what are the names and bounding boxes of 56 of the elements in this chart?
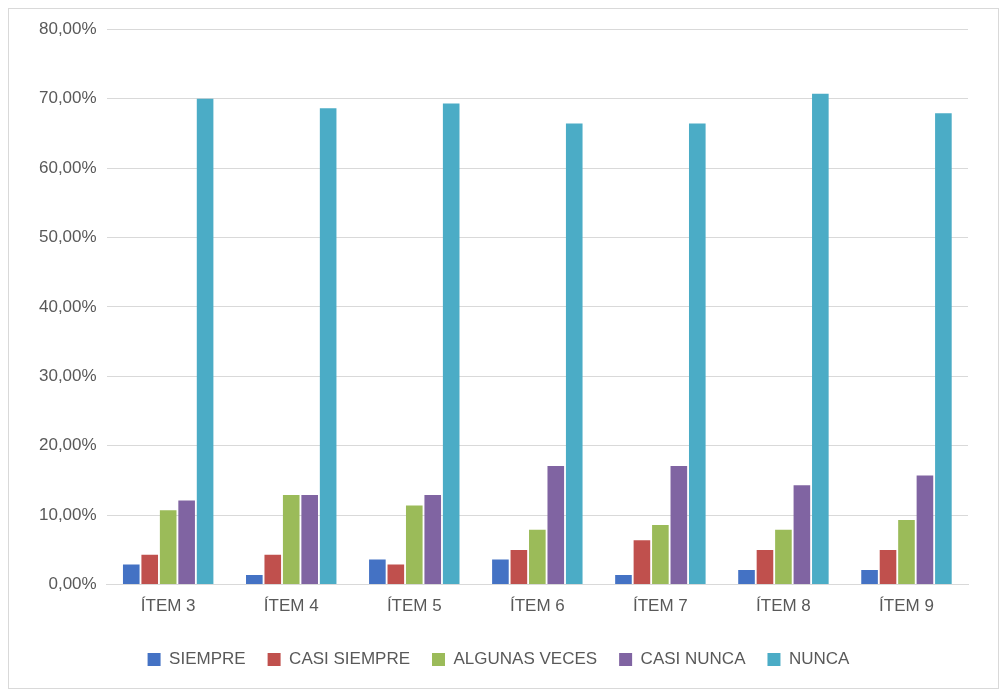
bar (756, 549, 774, 585)
bar (547, 465, 565, 585)
bar (652, 524, 669, 585)
y-tick-label: 0,00% (48, 574, 97, 594)
bar (670, 465, 688, 585)
bar (793, 485, 811, 585)
bar (633, 540, 651, 585)
bar (264, 554, 282, 585)
bar (387, 564, 405, 585)
bar (615, 574, 632, 585)
bar (510, 549, 528, 585)
bar (879, 549, 897, 585)
y-tick-label: 40,00% (38, 296, 97, 316)
bar (405, 505, 423, 585)
bar (319, 108, 337, 585)
bar (442, 103, 460, 585)
legend-label: SIEMPRE (169, 649, 246, 669)
bar (122, 564, 140, 585)
bar (529, 529, 546, 585)
bar (301, 495, 318, 585)
y-tick-label: 70,00% (38, 88, 97, 108)
legend-label: CASI SIEMPRE (289, 649, 411, 669)
bar (424, 495, 442, 585)
x-tick-label: ÍTEM 4 (263, 596, 319, 616)
bar (935, 113, 952, 585)
bar (141, 554, 159, 585)
x-tick-label: ÍTEM 3 (140, 596, 196, 616)
bar (492, 559, 509, 585)
bar (196, 98, 214, 585)
bar (738, 570, 755, 585)
bar (775, 529, 792, 585)
bar (159, 510, 177, 585)
x-tick-label: ÍTEM 8 (756, 596, 811, 616)
x-tick-label: ÍTEM 7 (632, 596, 688, 616)
x-tick-label: ÍTEM 6 (509, 596, 565, 616)
x-tick-label: ÍTEM 9 (879, 596, 934, 616)
legend-label: CASI NUNCA (640, 649, 747, 669)
legend-label: ALGUNAS VECES (453, 649, 598, 669)
y-tick-label: 60,00% (38, 157, 97, 177)
bar (812, 93, 829, 585)
bar (898, 520, 915, 585)
y-tick-label: 50,00% (38, 227, 97, 247)
bar (861, 570, 878, 585)
bar (282, 495, 300, 585)
legend-label: NUNCA (788, 649, 851, 669)
bar (246, 574, 263, 585)
y-tick-label: 10,00% (38, 504, 97, 524)
x-tick-label: ÍTEM 5 (386, 596, 442, 616)
y-tick-label: 20,00% (38, 435, 97, 455)
bar (916, 475, 934, 585)
bar (178, 500, 195, 585)
bar (369, 559, 386, 585)
y-tick-label: 30,00% (38, 366, 97, 386)
bar (565, 123, 583, 585)
y-tick-label: 80,00% (38, 18, 97, 38)
bar (688, 123, 706, 585)
